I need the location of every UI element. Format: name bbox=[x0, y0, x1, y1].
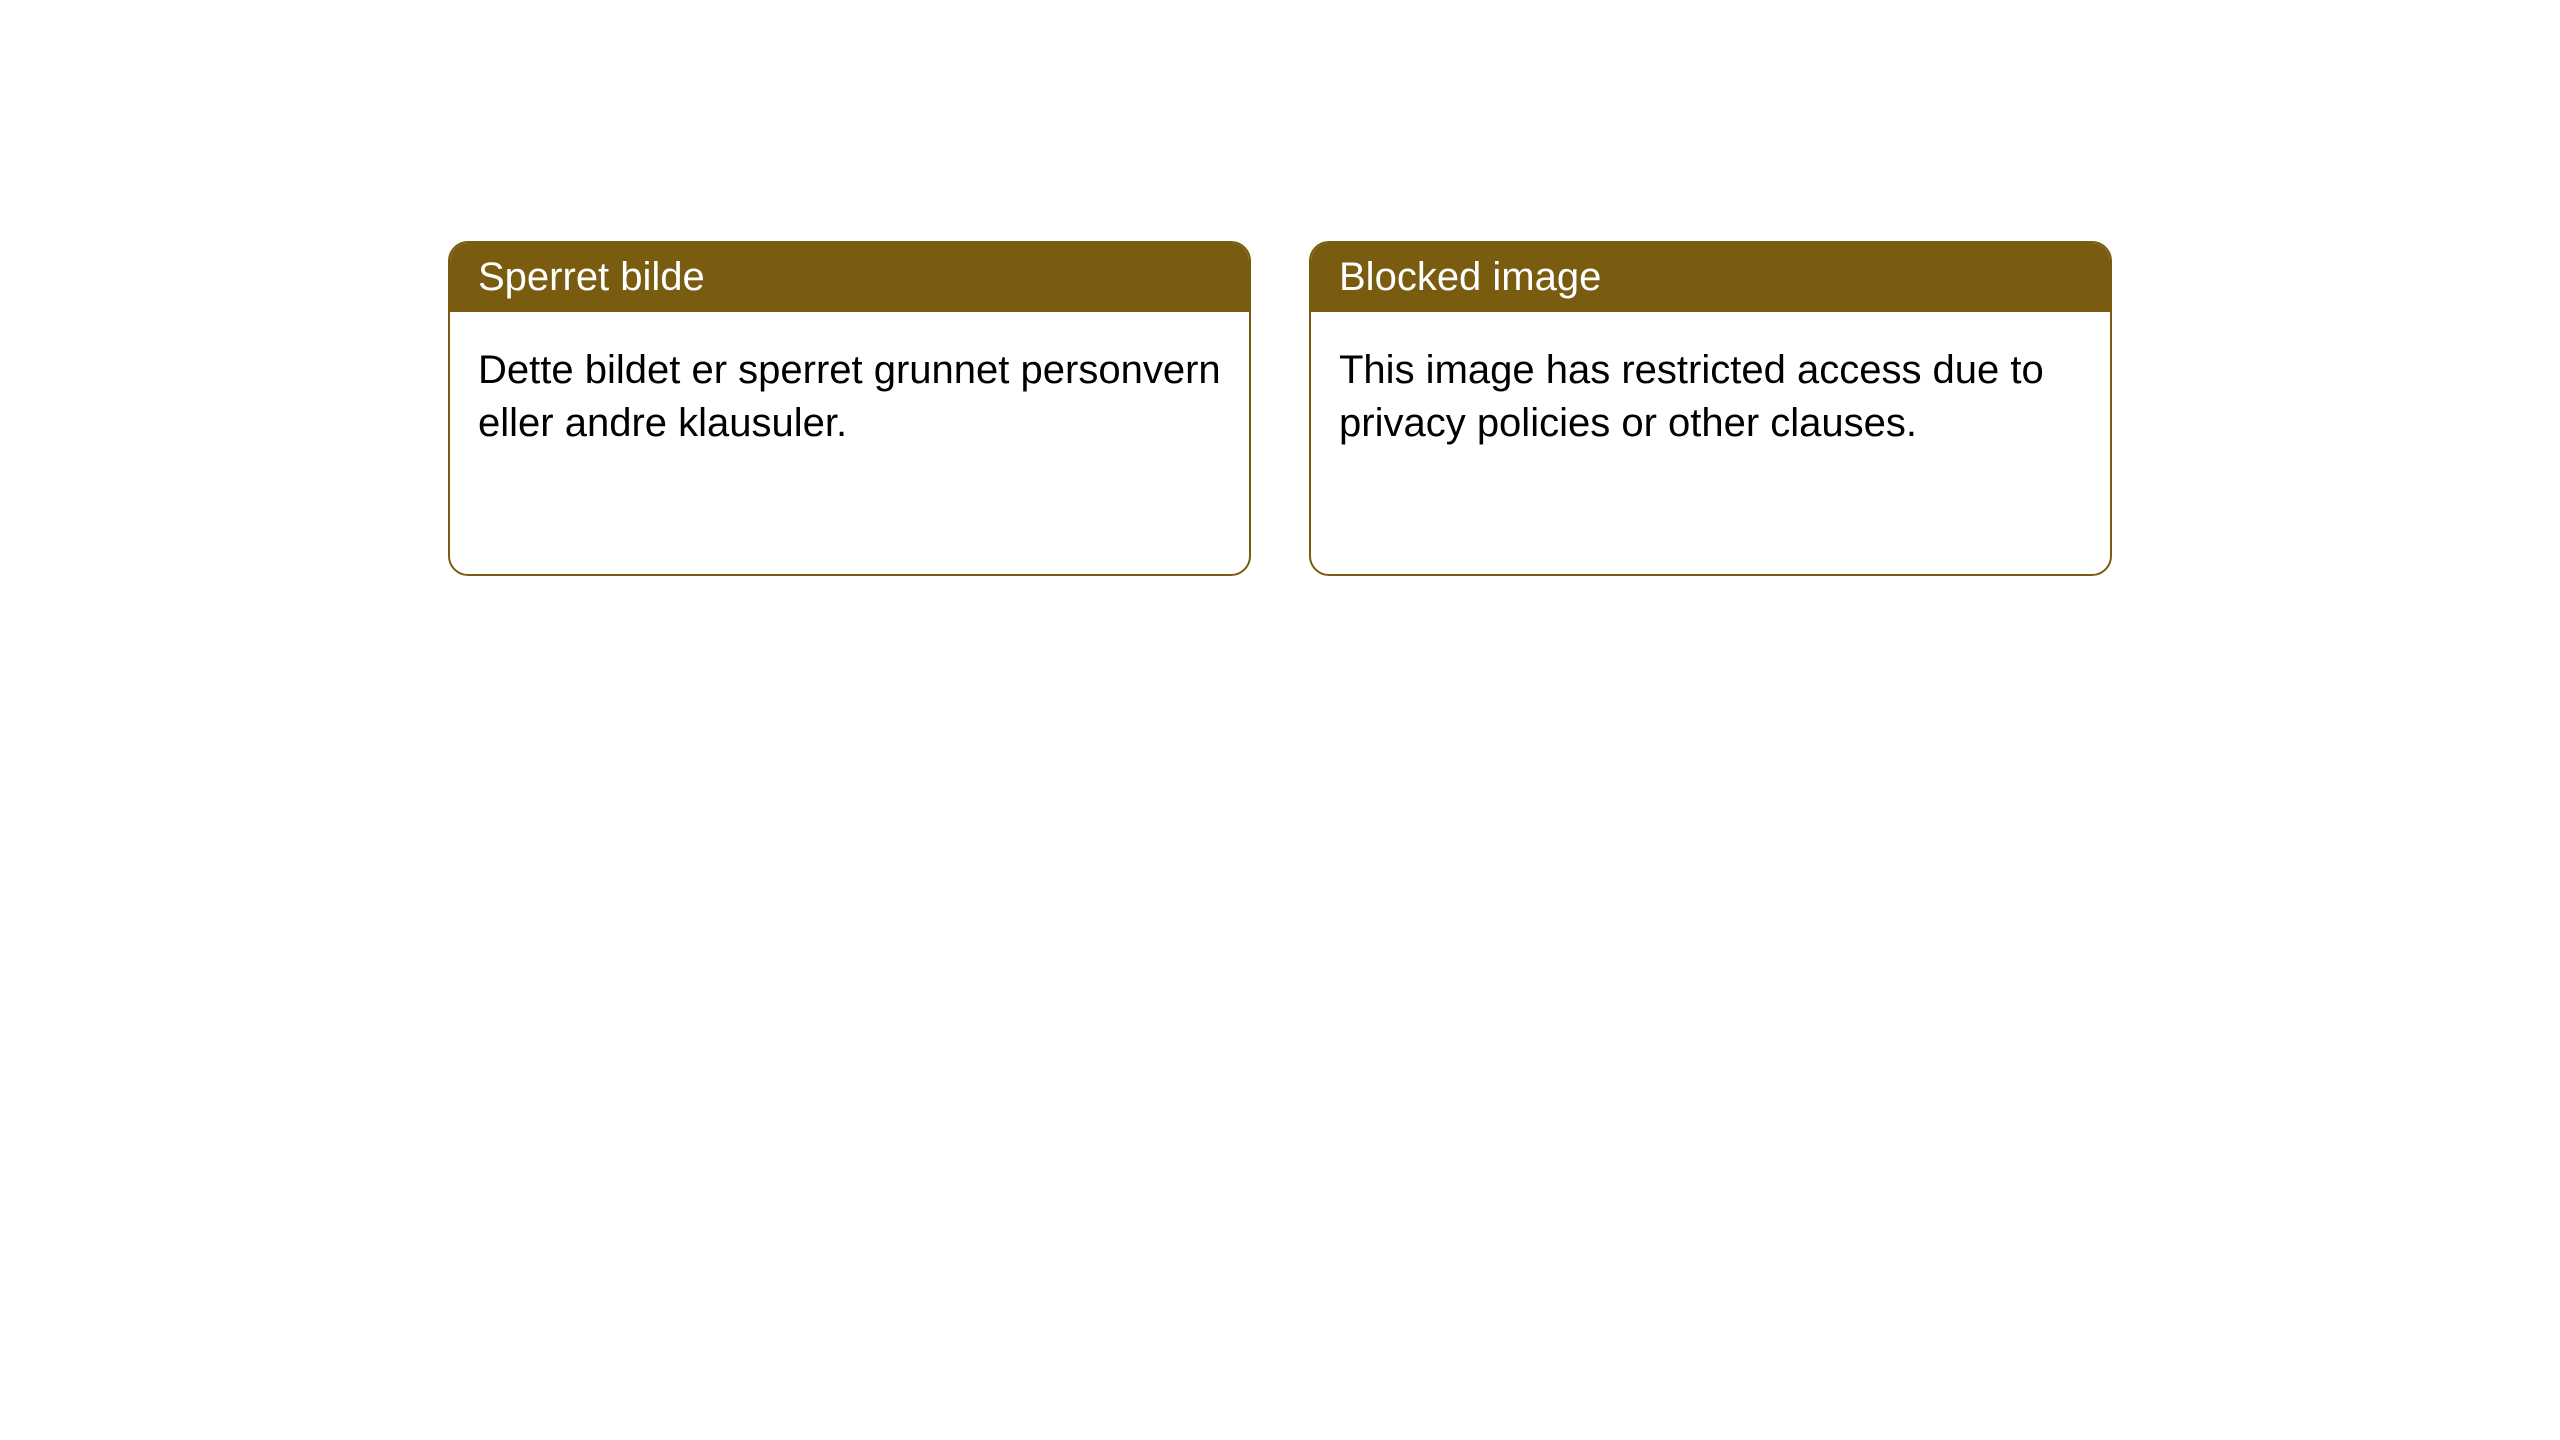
card-body: Dette bildet er sperret grunnet personve… bbox=[450, 312, 1249, 482]
notice-card-english: Blocked image This image has restricted … bbox=[1309, 241, 2112, 576]
card-body: This image has restricted access due to … bbox=[1311, 312, 2110, 482]
notice-card-norwegian: Sperret bilde Dette bildet er sperret gr… bbox=[448, 241, 1251, 576]
notice-cards-container: Sperret bilde Dette bildet er sperret gr… bbox=[448, 241, 2112, 576]
card-header: Sperret bilde bbox=[450, 243, 1249, 312]
card-header: Blocked image bbox=[1311, 243, 2110, 312]
